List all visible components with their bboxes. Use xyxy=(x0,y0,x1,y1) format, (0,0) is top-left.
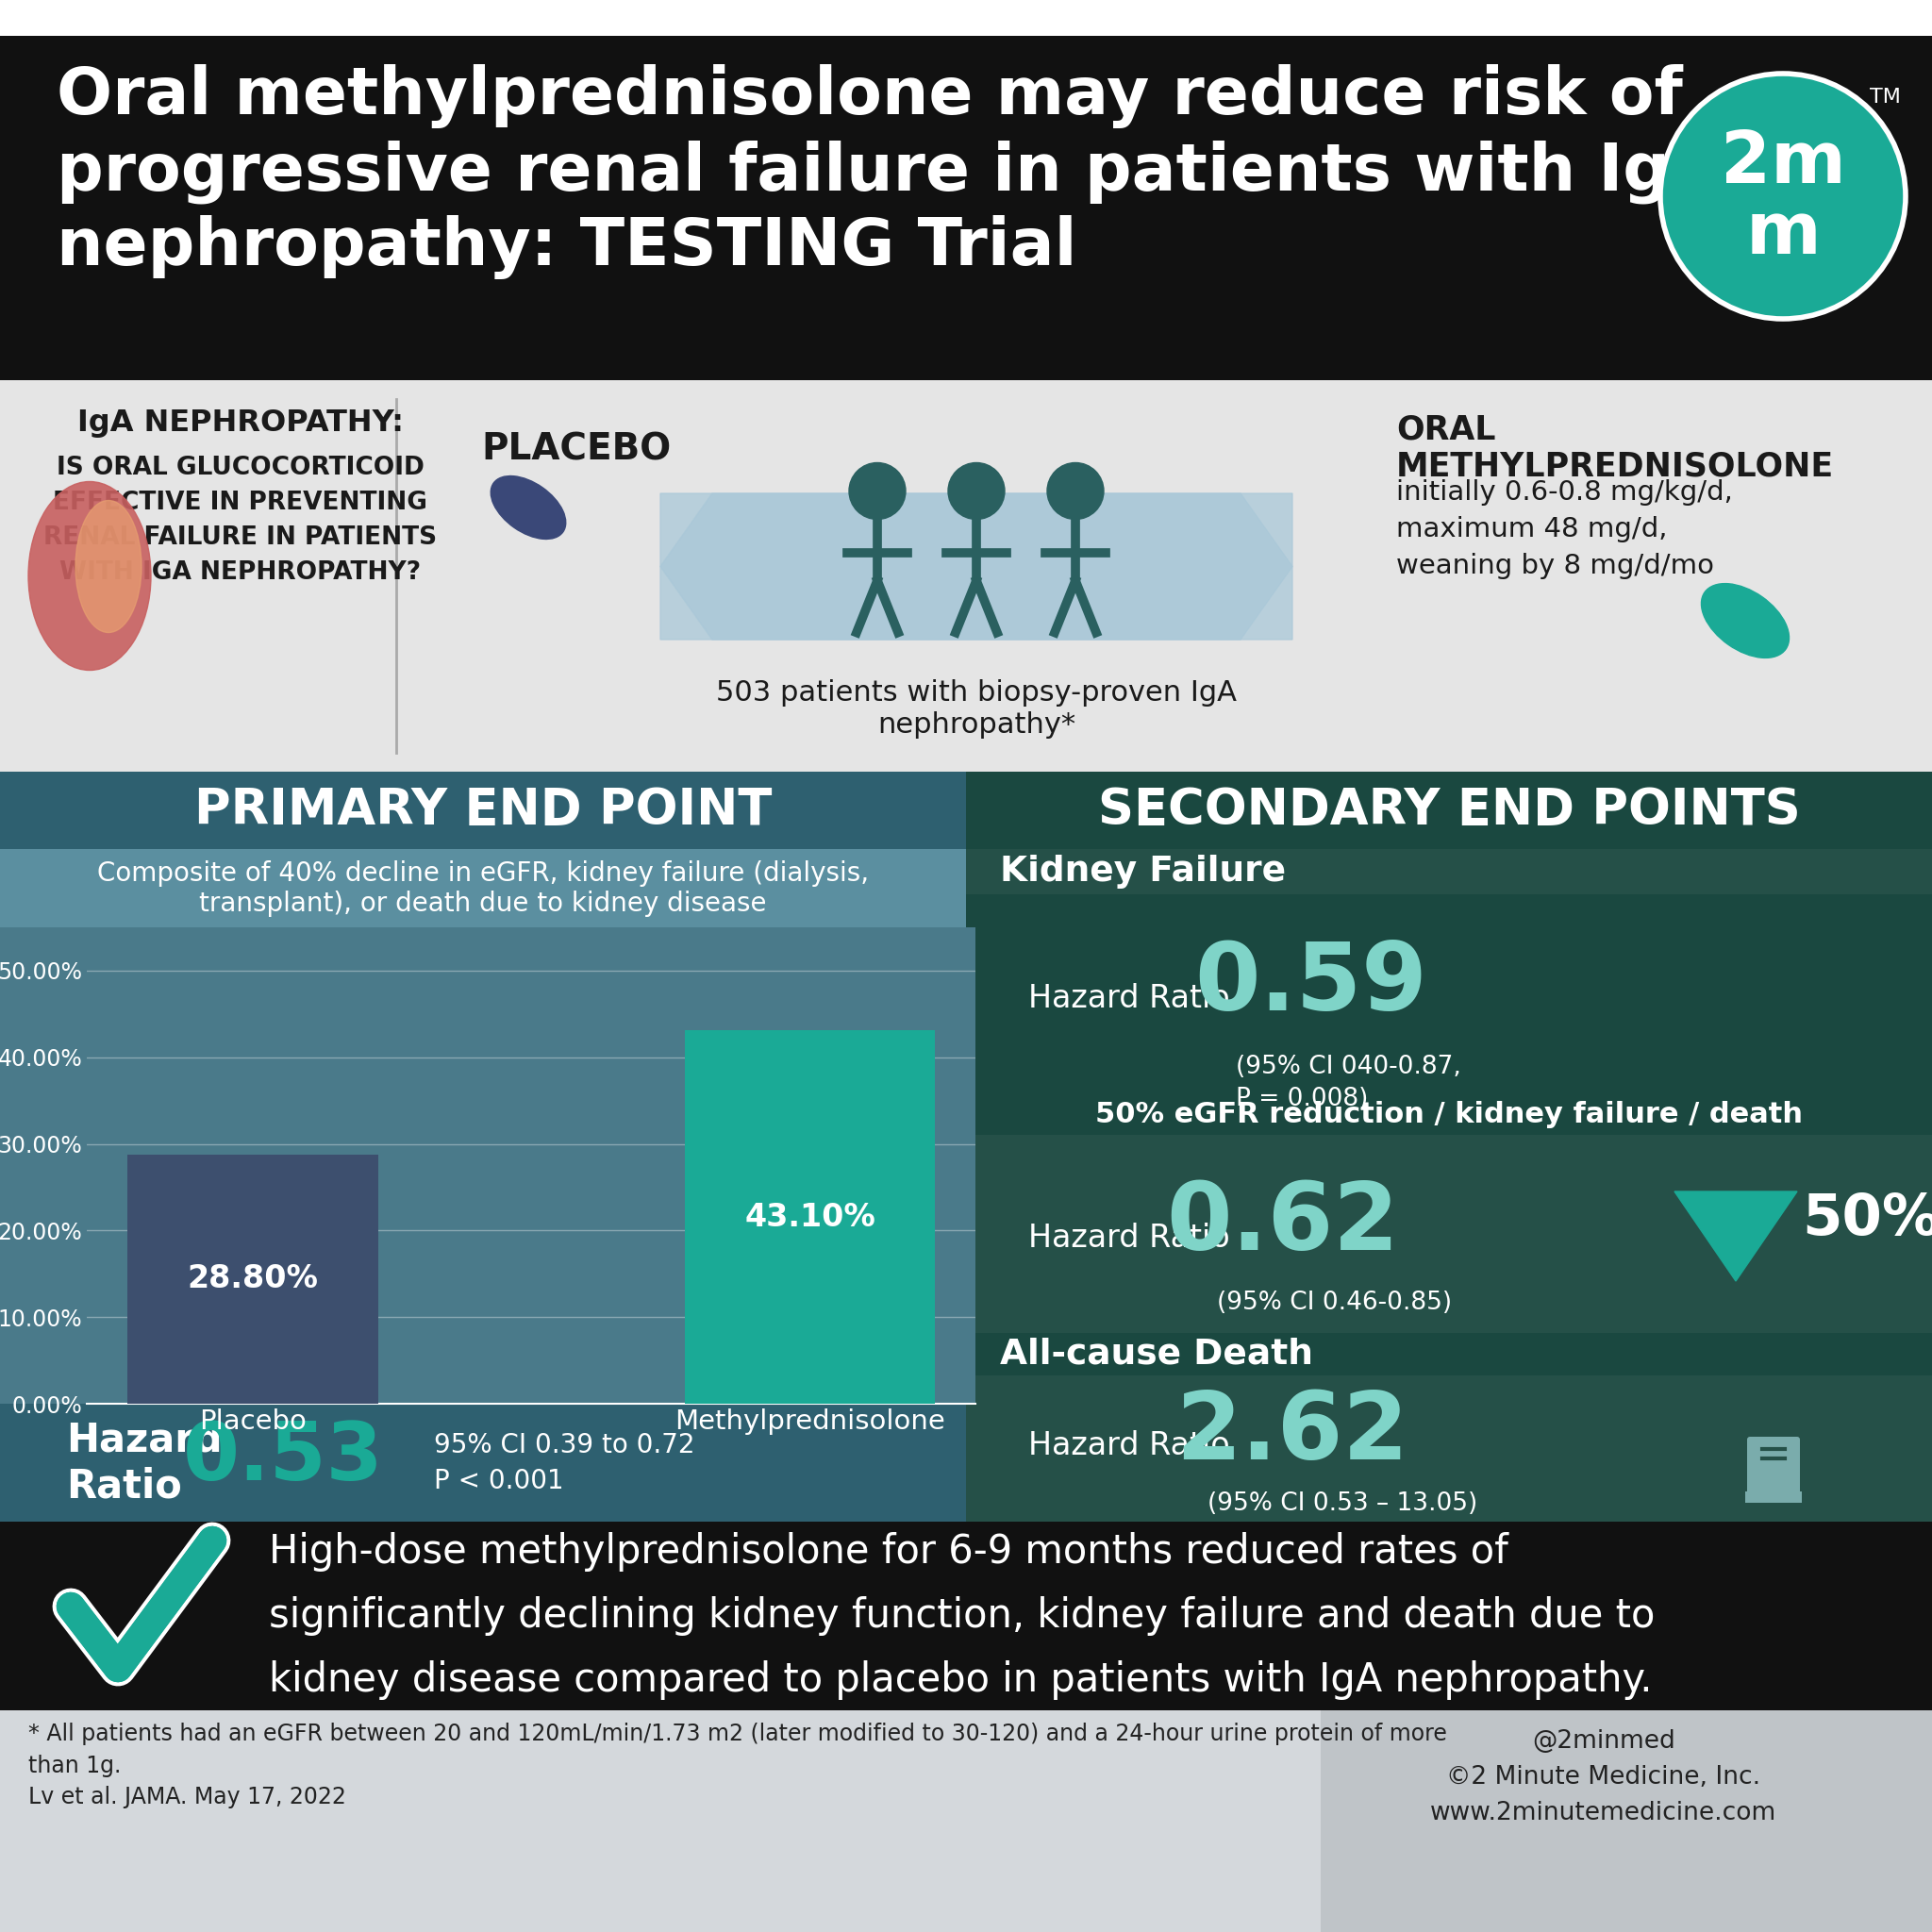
Text: 43.10%: 43.10% xyxy=(744,1202,875,1233)
Bar xyxy=(966,848,1932,1522)
Bar xyxy=(966,895,1932,1092)
Ellipse shape xyxy=(75,500,141,632)
Bar xyxy=(0,771,966,848)
Text: initially 0.6-0.8 mg/kg/d,
maximum 48 mg/d,
weaning by 8 mg/d/mo: initially 0.6-0.8 mg/kg/d, maximum 48 mg… xyxy=(1397,479,1733,580)
Text: ORAL
METHYLPREDNISOLONE: ORAL METHYLPREDNISOLONE xyxy=(1397,413,1833,483)
Text: nephropathy: TESTING Trial: nephropathy: TESTING Trial xyxy=(56,214,1076,280)
FancyArrow shape xyxy=(661,493,1293,639)
Bar xyxy=(0,1837,1932,1932)
Text: (95% CI 0.46-0.85): (95% CI 0.46-0.85) xyxy=(1217,1291,1453,1316)
Circle shape xyxy=(949,464,1005,520)
Text: 503 patients with biopsy-proven IgA
nephropathy*: 503 patients with biopsy-proven IgA neph… xyxy=(717,680,1236,738)
Bar xyxy=(1745,1492,1803,1503)
Bar xyxy=(0,1710,1321,1837)
Ellipse shape xyxy=(491,475,566,539)
Text: 50% eGFR reduction / kidney failure / death: 50% eGFR reduction / kidney failure / de… xyxy=(1095,1101,1803,1128)
Text: 2m: 2m xyxy=(1719,128,1845,199)
Bar xyxy=(0,1837,1932,1932)
Text: Kidney Failure: Kidney Failure xyxy=(1001,854,1287,889)
Text: 2.62: 2.62 xyxy=(1177,1389,1408,1480)
Bar xyxy=(0,381,1932,771)
Bar xyxy=(0,37,1932,381)
Bar xyxy=(684,1030,935,1405)
Bar xyxy=(0,1710,1932,1837)
Text: * All patients had an eGFR between 20 and 120mL/min/1.73 m2 (later modified to 3: * All patients had an eGFR between 20 an… xyxy=(29,1723,1447,1808)
Text: TM: TM xyxy=(1870,87,1901,106)
Text: progressive renal failure in patients with IgA: progressive renal failure in patients wi… xyxy=(56,139,1721,203)
Text: @2minmed
©2 Minute Medicine, Inc.
www.2minutemedicine.com: @2minmed ©2 Minute Medicine, Inc. www.2m… xyxy=(1430,1729,1777,1826)
Text: 50%: 50% xyxy=(1803,1192,1932,1248)
Bar xyxy=(0,1405,966,1522)
Circle shape xyxy=(1047,464,1103,520)
Circle shape xyxy=(1660,73,1905,319)
Bar xyxy=(966,771,1932,848)
Text: Oral methylprednisolone may reduce risk of: Oral methylprednisolone may reduce risk … xyxy=(56,64,1683,128)
Bar xyxy=(966,1376,1932,1522)
Text: (95% CI 0.53 – 13.05): (95% CI 0.53 – 13.05) xyxy=(1208,1492,1478,1517)
Circle shape xyxy=(848,464,906,520)
Text: High-dose methylprednisolone for 6-9 months reduced rates of
significantly decli: High-dose methylprednisolone for 6-9 mon… xyxy=(269,1532,1656,1700)
Bar xyxy=(1321,1837,1932,1932)
Text: Hazard Ratio: Hazard Ratio xyxy=(1028,1430,1231,1463)
Bar xyxy=(128,1153,379,1405)
Text: 0.62: 0.62 xyxy=(1167,1179,1399,1269)
Text: Hazard Ratio: Hazard Ratio xyxy=(1028,1223,1231,1254)
Text: PLACEBO: PLACEBO xyxy=(481,433,670,468)
Text: 0.53: 0.53 xyxy=(184,1420,383,1497)
Bar xyxy=(19,0,1623,37)
Text: (95% CI 040-0.87,
P = 0.008): (95% CI 040-0.87, P = 0.008) xyxy=(1236,1055,1461,1111)
Bar xyxy=(966,1134,1932,1333)
Text: m: m xyxy=(1745,199,1820,269)
Text: 0.59: 0.59 xyxy=(1194,939,1428,1030)
Bar xyxy=(0,927,966,1522)
Polygon shape xyxy=(1675,1192,1797,1281)
Text: IS ORAL GLUCOCORTICOID
EFFECTIVE IN PREVENTING
RENAL FAILURE IN PATIENTS
WITH IG: IS ORAL GLUCOCORTICOID EFFECTIVE IN PREV… xyxy=(44,456,437,585)
Bar xyxy=(966,848,1932,895)
FancyBboxPatch shape xyxy=(1747,1437,1801,1493)
Text: 28.80%: 28.80% xyxy=(187,1264,319,1294)
Text: Composite of 40% decline in eGFR, kidney failure (dialysis,
transplant), or deat: Composite of 40% decline in eGFR, kidney… xyxy=(97,860,869,918)
Text: All-cause Death: All-cause Death xyxy=(1001,1337,1314,1372)
Bar xyxy=(966,1333,1932,1376)
Text: SECONDARY END POINTS: SECONDARY END POINTS xyxy=(1097,786,1801,835)
Bar xyxy=(966,1092,1932,1134)
Text: IgA NEPHROPATHY:: IgA NEPHROPATHY: xyxy=(77,408,404,439)
Bar xyxy=(1321,1710,1932,1837)
Text: 95% CI 0.39 to 0.72
P < 0.001: 95% CI 0.39 to 0.72 P < 0.001 xyxy=(435,1432,696,1495)
Bar xyxy=(0,848,966,927)
Ellipse shape xyxy=(29,481,151,670)
Bar xyxy=(0,1522,1932,1710)
Text: Hazard
Ratio: Hazard Ratio xyxy=(66,1420,222,1505)
FancyArrow shape xyxy=(661,493,1293,639)
Ellipse shape xyxy=(1702,583,1789,659)
Text: PRIMARY END POINT: PRIMARY END POINT xyxy=(193,786,773,835)
Text: Hazard Ratio: Hazard Ratio xyxy=(1028,983,1231,1014)
